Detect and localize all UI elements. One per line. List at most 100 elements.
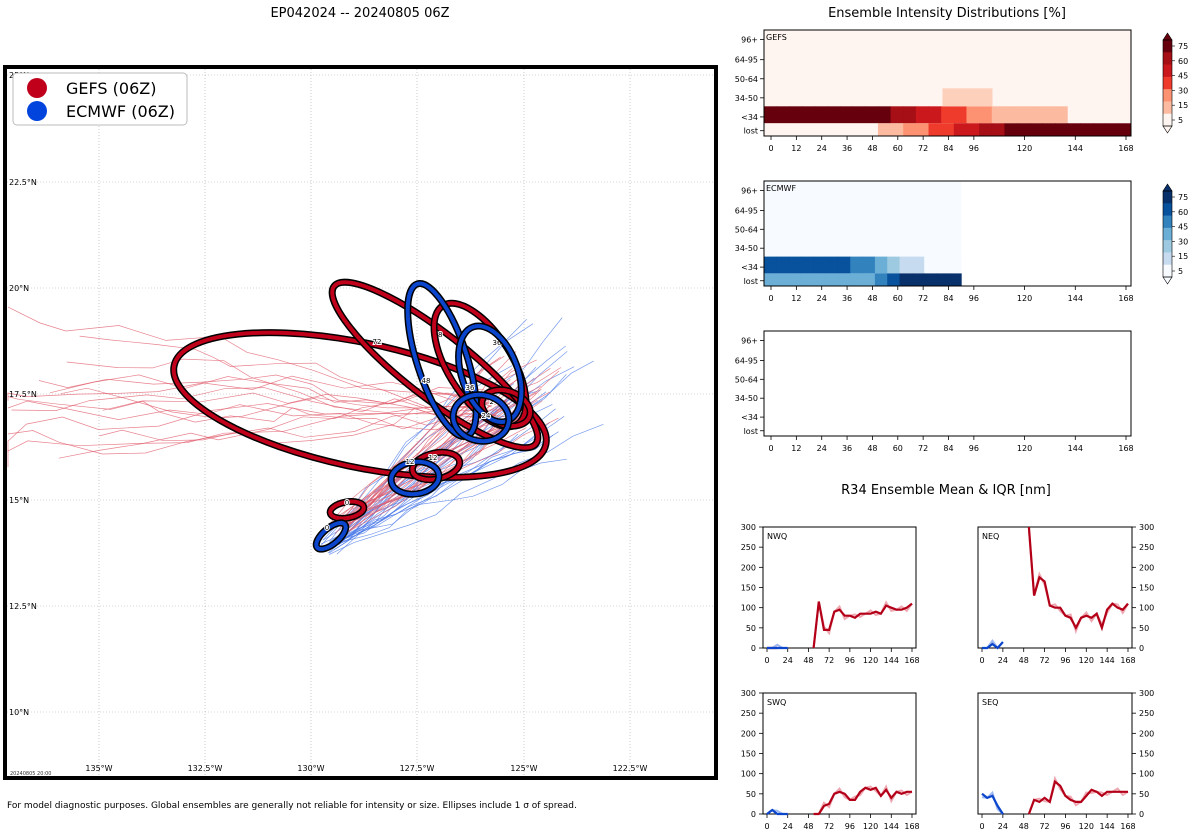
heat-cell	[887, 273, 901, 286]
heat-cell	[788, 273, 802, 286]
intensity-x-label: 120	[1017, 144, 1032, 153]
intensity-x-label: 0	[768, 294, 773, 303]
heat-cell	[966, 106, 980, 124]
lat-label: 10°N	[9, 708, 29, 717]
legend-marker-ecmwf	[27, 101, 47, 121]
heat-cell	[991, 106, 1005, 124]
intensity-x-label: 168	[1118, 294, 1133, 303]
r34-y-tick: 200	[741, 729, 756, 738]
ensemble-track	[334, 390, 532, 546]
ecmwf-r34-mean-line	[981, 792, 1004, 815]
ensemble-track	[332, 427, 527, 524]
r34-x-tick: 120	[863, 822, 878, 831]
heat-cell	[1118, 106, 1132, 124]
heat-cell	[814, 106, 828, 124]
heat-cell	[776, 256, 790, 274]
r34-y-tick: 300	[741, 523, 756, 532]
ensemble-track	[345, 356, 501, 526]
r34-y-tick: 0	[751, 810, 756, 819]
ensemble-track	[79, 335, 488, 410]
intensity-y-label: 96+	[741, 36, 758, 45]
colorbar-tick: 15	[1178, 252, 1188, 261]
intensity-y-label: 96+	[741, 336, 758, 345]
r34-x-tick: 0	[764, 656, 769, 665]
heat-cell	[764, 106, 778, 124]
panel-frame	[763, 29, 1132, 137]
heat-cell	[915, 123, 930, 136]
intensity-y-label: <34	[741, 113, 758, 122]
colorbar-tick: 75	[1178, 193, 1188, 202]
ensemble-track	[7, 375, 485, 402]
heat-cell	[911, 273, 925, 286]
ensemble-track	[7, 306, 485, 405]
r34-x-tick: 96	[845, 822, 855, 831]
heat-cell	[979, 123, 993, 136]
legend-label-ecmwf: ECMWF (06Z)	[66, 102, 175, 121]
longitude-labels: 135°W 132.5°W 130°W 127.5°W 125°W 122.5°W	[85, 764, 647, 773]
r34-x-tick: 120	[1079, 822, 1094, 831]
ensemble-track	[322, 323, 534, 541]
intensity-x-label: 48	[867, 144, 877, 153]
r34-y-tick: 100	[741, 604, 756, 613]
heat-cell	[953, 106, 967, 124]
heat-cell	[1017, 106, 1031, 124]
ensemble-track	[102, 400, 486, 430]
heat-cell	[850, 256, 864, 274]
r34-frame	[977, 526, 1133, 649]
r34-y-tick: 100	[741, 770, 756, 779]
colorbar-tick: 5	[1178, 267, 1183, 276]
heat-cell	[941, 106, 955, 124]
figure-title: EP042024 -- 20240805 06Z	[270, 6, 449, 21]
footnote: For model diagnostic purposes. Global en…	[7, 801, 577, 811]
heat-cell	[1093, 123, 1107, 136]
r34-y-tick: 150	[741, 750, 756, 759]
lat-label: 17.5°N	[9, 390, 37, 399]
heat-cell	[877, 106, 892, 124]
heat-cell	[1004, 106, 1018, 124]
heat-cell	[776, 273, 790, 286]
heat-cell	[903, 106, 917, 124]
panel-name: GEFS	[766, 33, 787, 42]
r34-y-tick: 250	[1139, 709, 1154, 718]
heat-cell	[1067, 106, 1081, 124]
heat-cell	[991, 123, 1005, 136]
heat-cell	[1067, 123, 1081, 136]
colorbar: 75 60 45 30 15 5	[1162, 32, 1188, 134]
lon-label: 130°W	[297, 764, 324, 773]
r34-y-tick: 50	[1139, 790, 1149, 799]
r34-x-tick: 24	[998, 822, 1008, 831]
spread-ellipse	[449, 391, 513, 445]
heat-cell	[839, 123, 854, 136]
intensity-x-label: 96	[969, 144, 979, 153]
r34-x-tick: 168	[904, 656, 919, 665]
r34-y-tick: 150	[1139, 750, 1154, 759]
lat-label: 20°N	[9, 284, 29, 293]
heat-cell	[850, 273, 864, 286]
lon-label: 122.5°W	[613, 764, 648, 773]
intensity-x-label: 84	[943, 144, 953, 153]
ellipse-label: 36	[466, 384, 475, 392]
r34-y-tick: 150	[741, 584, 756, 593]
r34-y-tick: 250	[1139, 543, 1154, 552]
r34-x-tick: 72	[824, 656, 834, 665]
heat-cell	[899, 256, 913, 274]
r34-x-tick: 144	[884, 822, 899, 831]
heat-cell	[1017, 123, 1031, 136]
intensity-x-label: 60	[893, 144, 903, 153]
lat-label: 22.5°N	[9, 178, 37, 187]
heat-cell	[852, 106, 866, 124]
intensity-x-label: 120	[1017, 294, 1032, 303]
colorbar-tick: 30	[1178, 86, 1188, 95]
intensity-x-label: 0	[768, 144, 773, 153]
intensity-y-label: 64-95	[735, 206, 758, 215]
heat-cell	[928, 123, 942, 136]
ensemble-track	[7, 400, 509, 430]
r34-x-tick: 48	[1019, 822, 1029, 831]
heat-cell	[1029, 123, 1043, 136]
ensemble-track	[11, 387, 509, 413]
intensity-x-label: 168	[1118, 144, 1133, 153]
r34-x-tick: 24	[783, 656, 793, 665]
ellipse-label: 24	[482, 412, 491, 420]
